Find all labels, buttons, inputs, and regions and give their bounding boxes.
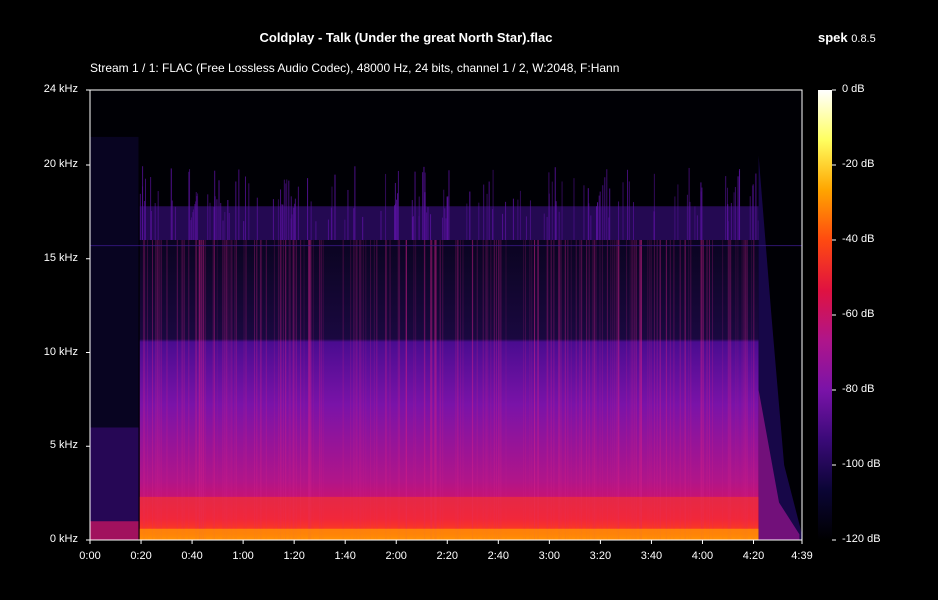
y-tick-label: 24 kHz xyxy=(43,83,78,95)
x-tick-label: 2:40 xyxy=(487,550,510,562)
y-tick-label: 10 kHz xyxy=(43,345,78,358)
x-tick-label: 0:00 xyxy=(79,550,101,562)
y-tick-label: 0 kHz xyxy=(49,533,78,545)
app-name: spek xyxy=(818,30,848,45)
x-tick-label: 4:00 xyxy=(691,550,714,562)
x-tick-label: 4:39 xyxy=(791,550,813,562)
file-title: Coldplay - Talk (Under the great North S… xyxy=(259,30,553,45)
stream-info: Stream 1 / 1: FLAC (Free Lossless Audio … xyxy=(90,61,620,75)
x-tick-label: 0:40 xyxy=(181,550,203,562)
x-tick-label: 3:20 xyxy=(589,550,612,562)
x-tick-label: 2:20 xyxy=(436,550,458,562)
y-tick-label: 15 kHz xyxy=(43,251,78,264)
x-tick-label: 1:00 xyxy=(232,550,254,562)
colorbar-label: -120 dB xyxy=(842,533,881,545)
x-tick-label: 1:20 xyxy=(283,550,305,562)
app-brand: spek 0.8.5 xyxy=(818,30,876,45)
colorbar-label: -100 dB xyxy=(842,458,881,470)
x-tick-label: 3:00 xyxy=(538,550,561,562)
app-version: 0.8.5 xyxy=(851,33,876,45)
colorbar-label: -60 dB xyxy=(842,308,875,320)
x-tick-label: 2:00 xyxy=(385,550,407,562)
y-tick-label: 20 kHz xyxy=(43,158,78,170)
colorbar-label: -80 dB xyxy=(842,383,875,395)
colorbar-label: -20 dB xyxy=(842,158,875,170)
colorbar-label: 0 dB xyxy=(842,83,865,95)
x-tick-label: 0:20 xyxy=(130,550,152,562)
plot-frame xyxy=(89,89,803,541)
x-tick-label: 1:40 xyxy=(334,550,356,562)
colorbar xyxy=(818,90,832,540)
spectrogram-image xyxy=(90,90,802,540)
axes xyxy=(86,89,836,544)
y-tick-label: 5 kHz xyxy=(49,439,78,452)
colorbar-label: -40 dB xyxy=(842,233,875,245)
x-tick-label: 3:40 xyxy=(640,550,663,562)
x-tick-label: 4:20 xyxy=(742,550,765,562)
